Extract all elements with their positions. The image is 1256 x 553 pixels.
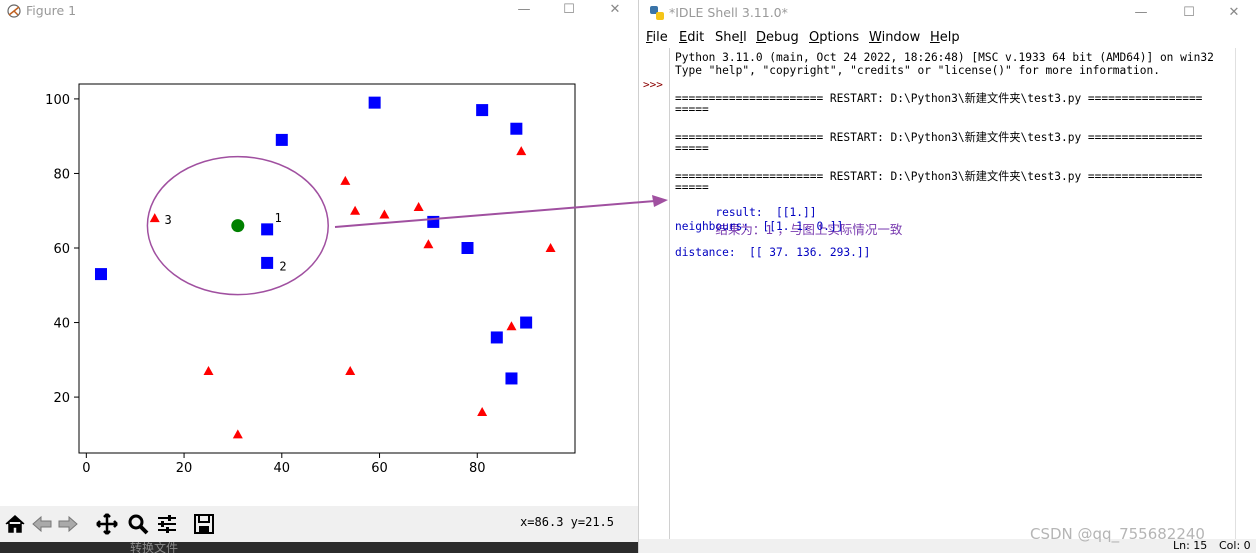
shell-line: ===== [675, 142, 709, 155]
point-label: 3 [165, 213, 172, 227]
result-line: result: [[1.]] [715, 206, 817, 219]
idle-maximize-button[interactable]: ☐ [1183, 5, 1195, 20]
square-point [520, 316, 533, 329]
shell-line: ====================== RESTART: D:\Pytho… [675, 92, 1203, 105]
axes-frame [78, 83, 576, 454]
square-point [510, 122, 523, 135]
square-point [427, 215, 440, 228]
maximize-button[interactable]: ☐ [563, 2, 575, 17]
taskbar-label: 转换文件 [130, 542, 179, 553]
x-tick-label: 20 [176, 461, 193, 476]
triangle-point [516, 146, 527, 156]
menu-edit[interactable]: Edit [679, 30, 705, 45]
y-tick-label: 40 [53, 317, 70, 332]
idle-minimize-button[interactable]: — [1134, 5, 1148, 20]
shell-output[interactable]: Python 3.11.0 (main, Oct 24 2022, 18:26:… [675, 48, 1235, 542]
menubar: File Edit Shell Debug Options Window Help [639, 26, 1256, 48]
matplotlib-icon [7, 4, 21, 18]
shell-line: ===== [675, 103, 709, 116]
distance-line: distance: [[ 37. 136. 293.]] [675, 246, 871, 259]
python-icon [650, 6, 664, 20]
figure-titlebar: Figure 1 — ☐ ✕ [0, 0, 638, 22]
close-button[interactable]: ✕ [609, 2, 621, 17]
scatter-plot: 0 20 40 60 80 20 40 60 80 100 1 2 3 [45, 83, 576, 476]
result-row: result: [[1.]] 结果为：1 ，与图上实际情况一致 [675, 193, 902, 251]
menu-options[interactable]: Options [809, 30, 860, 45]
neighbours-line: neighbours: [[1. 1. 0.]] [675, 220, 844, 233]
forward-arrow-icon[interactable] [56, 511, 80, 537]
point-label: 2 [279, 260, 286, 274]
point-label: 1 [274, 211, 281, 225]
idle-title: *IDLE Shell 3.11.0* [669, 5, 788, 20]
x-tick-label: 40 [274, 461, 291, 476]
idle-shell-window: *IDLE Shell 3.11.0* — ☐ ✕ File Edit Shell D… [638, 0, 1256, 553]
idle-titlebar: *IDLE Shell 3.11.0* — ☐ ✕ [639, 0, 1256, 22]
menu-help[interactable]: Help [930, 30, 960, 45]
y-tick-label: 100 [45, 93, 70, 108]
square-point [476, 104, 489, 117]
zoom-icon[interactable] [126, 511, 150, 537]
minimize-button[interactable]: — [517, 2, 531, 17]
plot-canvas[interactable]: 0 20 40 60 80 20 40 60 80 100 1 2 3 [0, 22, 638, 506]
figure-window: Figure 1 — ☐ ✕ 0 20 40 60 80 20 40 60 80 100 1 2 3 [0, 0, 638, 553]
square-point [275, 133, 288, 146]
square-point [461, 242, 474, 254]
shell-prompt: >>> [643, 78, 663, 91]
figure-toolbar: x=86.3 y=21.5 [0, 506, 638, 542]
square-point [368, 96, 381, 109]
radius-circle [146, 155, 329, 296]
save-icon[interactable] [192, 511, 216, 537]
shell-line: ====================== RESTART: D:\Pytho… [675, 131, 1203, 144]
menu-window[interactable]: Window [869, 30, 921, 45]
x-tick-label: 80 [469, 461, 486, 476]
pan-icon[interactable] [95, 511, 119, 537]
square-point [261, 223, 274, 236]
y-tick-label: 60 [53, 242, 70, 257]
coord-readout: x=86.3 y=21.5 [520, 515, 614, 529]
y-tick-label: 80 [53, 167, 70, 182]
triangle-point [423, 239, 434, 249]
scrollbar-track[interactable] [1240, 52, 1251, 532]
triangle-point [203, 366, 214, 375]
menu-debug[interactable]: Debug [756, 30, 799, 45]
idle-close-button[interactable]: ✕ [1228, 5, 1240, 20]
triangle-point [545, 243, 556, 252]
x-tick-label: 0 [82, 461, 90, 476]
column-number: Col: 0 [1219, 539, 1251, 552]
shell-line: ===== [675, 181, 709, 194]
query-point [231, 219, 245, 233]
triangle-point [340, 175, 351, 185]
shell-line: ====================== RESTART: D:\Pytho… [675, 170, 1203, 183]
triangle-point [506, 321, 517, 331]
triangle-point [232, 429, 243, 439]
shell-line: Type "help", "copyright", "credits" or "… [675, 64, 1160, 77]
menu-shell[interactable]: Shell [715, 30, 747, 45]
watermark: CSDN @qq_755682240 [1030, 525, 1205, 543]
back-arrow-icon[interactable] [30, 511, 54, 537]
result-annotation: 结果为：1 ，与图上实际情况一致 [715, 222, 903, 237]
y-tick-label: 20 [53, 391, 70, 406]
vertical-scrollbar[interactable] [1235, 48, 1256, 542]
square-point [261, 256, 274, 269]
triangle-point [477, 407, 488, 416]
line-number: Ln: 15 [1173, 539, 1208, 552]
configure-subplots-icon[interactable] [155, 511, 179, 537]
square-point [490, 331, 503, 344]
shell-gutter: >>> [641, 48, 670, 542]
x-tick-label: 60 [371, 461, 388, 476]
figure-title: Figure 1 [26, 3, 77, 18]
square-point [94, 268, 107, 281]
taskbar-strip: 转换文件 [0, 542, 638, 553]
shell-line: Python 3.11.0 (main, Oct 24 2022, 18:26:… [675, 51, 1214, 64]
menu-file[interactable]: File [646, 30, 668, 45]
triangle-point [345, 366, 356, 375]
square-point [505, 372, 518, 385]
status-bar: Ln: 15 Col: 0 [639, 539, 1256, 553]
home-icon[interactable] [3, 511, 27, 537]
triangle-point [149, 213, 160, 223]
